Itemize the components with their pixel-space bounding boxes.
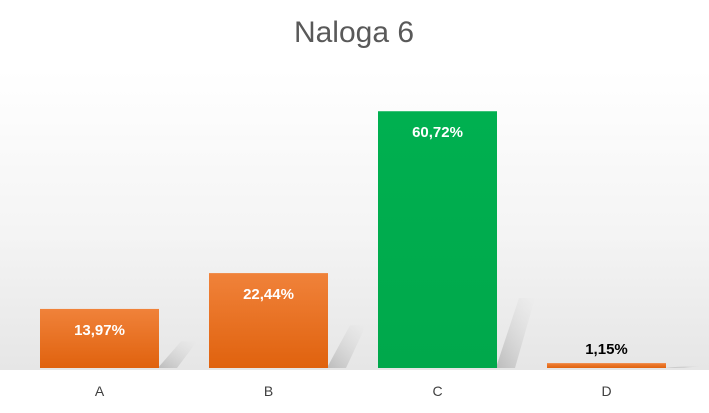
bar-c <box>378 111 497 368</box>
bars-group <box>40 111 666 368</box>
category-label-d: D <box>601 383 611 399</box>
chart-title: Naloga 6 <box>294 16 414 49</box>
category-label-b: B <box>264 383 273 399</box>
bar-shadow-d <box>666 365 704 368</box>
bar-shadow-a <box>159 341 197 368</box>
bar-a <box>40 308 159 368</box>
category-label-a: A <box>95 383 105 399</box>
data-label-d: 1,15% <box>585 341 628 358</box>
data-label-c: 60,72% <box>412 124 463 141</box>
bar-shadow-b <box>328 325 366 368</box>
category-label-c: C <box>432 383 442 399</box>
bar-shadows <box>159 298 704 368</box>
bar-shadow-c <box>497 298 535 368</box>
bar-d <box>547 363 666 368</box>
category-labels-group: A B C D <box>95 383 612 399</box>
data-label-a: 13,97% <box>74 322 125 339</box>
bar-b <box>209 273 328 368</box>
data-label-b: 22,44% <box>243 286 294 303</box>
data-labels-group: 13,97% 22,44% 60,72% 1,15% <box>74 124 628 358</box>
